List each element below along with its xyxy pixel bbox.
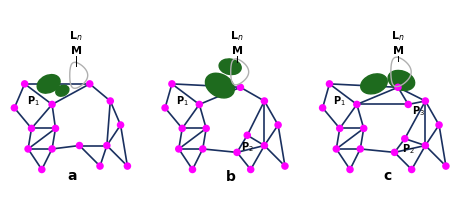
Text: $\mathbf{M}$: $\mathbf{M}$ — [231, 44, 243, 56]
Circle shape — [326, 80, 333, 88]
Circle shape — [233, 149, 241, 156]
Circle shape — [202, 125, 210, 132]
Text: $\mathbf{a}$: $\mathbf{a}$ — [67, 169, 78, 183]
Circle shape — [86, 80, 93, 88]
Ellipse shape — [388, 70, 415, 90]
Circle shape — [442, 162, 450, 170]
Ellipse shape — [219, 59, 241, 75]
Circle shape — [76, 142, 83, 149]
Circle shape — [237, 84, 244, 91]
Circle shape — [175, 145, 182, 153]
Circle shape — [421, 142, 429, 149]
Text: $\mathbf{P}_2$: $\mathbf{P}_2$ — [402, 142, 415, 156]
Circle shape — [435, 121, 443, 129]
Text: $\mathbf{M}$: $\mathbf{M}$ — [392, 44, 404, 56]
Circle shape — [178, 125, 186, 132]
Text: $\mathbf{P}_1$: $\mathbf{P}_1$ — [27, 94, 40, 108]
Text: $\mathbf{b}$: $\mathbf{b}$ — [225, 169, 236, 184]
Circle shape — [281, 162, 289, 170]
Circle shape — [48, 145, 56, 153]
Ellipse shape — [37, 75, 60, 93]
Text: $\mathbf{M}$: $\mathbf{M}$ — [70, 44, 82, 56]
Circle shape — [408, 166, 415, 173]
Circle shape — [244, 132, 251, 139]
Circle shape — [38, 166, 46, 173]
Ellipse shape — [361, 74, 387, 94]
Circle shape — [346, 166, 354, 173]
Circle shape — [103, 142, 110, 149]
Circle shape — [391, 149, 398, 156]
Text: $\mathbf{P}_2$: $\mathbf{P}_2$ — [241, 140, 254, 154]
Circle shape — [117, 121, 124, 129]
Ellipse shape — [205, 73, 234, 98]
Circle shape — [168, 80, 176, 88]
Circle shape — [96, 162, 104, 170]
Circle shape — [360, 125, 367, 132]
Circle shape — [199, 145, 207, 153]
Circle shape — [247, 166, 255, 173]
Circle shape — [161, 104, 169, 112]
Circle shape — [401, 135, 409, 142]
Circle shape — [274, 121, 282, 129]
Circle shape — [21, 80, 28, 88]
Circle shape — [196, 101, 203, 108]
Circle shape — [421, 97, 429, 105]
Circle shape — [356, 145, 364, 153]
Circle shape — [189, 166, 196, 173]
Text: $\mathbf{L}_n$: $\mathbf{L}_n$ — [69, 29, 83, 43]
Ellipse shape — [56, 85, 69, 96]
Circle shape — [404, 101, 412, 108]
Circle shape — [124, 162, 131, 170]
Text: $\mathbf{P}_1$: $\mathbf{P}_1$ — [176, 94, 189, 108]
Circle shape — [261, 97, 268, 105]
Circle shape — [353, 101, 361, 108]
Text: $\mathbf{P}_3$: $\mathbf{P}_3$ — [412, 104, 425, 118]
Circle shape — [10, 104, 18, 112]
Circle shape — [394, 84, 402, 91]
Circle shape — [28, 125, 35, 132]
Text: $\mathbf{L}_n$: $\mathbf{L}_n$ — [391, 29, 405, 43]
Text: $\mathbf{L}_n$: $\mathbf{L}_n$ — [230, 29, 244, 43]
Circle shape — [333, 145, 340, 153]
Circle shape — [319, 104, 327, 112]
Circle shape — [52, 125, 59, 132]
Circle shape — [48, 101, 56, 108]
Circle shape — [107, 97, 114, 105]
Text: $\mathbf{c}$: $\mathbf{c}$ — [383, 169, 392, 183]
Circle shape — [24, 145, 32, 153]
Circle shape — [261, 142, 268, 149]
Text: $\mathbf{P}_1$: $\mathbf{P}_1$ — [333, 94, 346, 108]
Circle shape — [336, 125, 344, 132]
